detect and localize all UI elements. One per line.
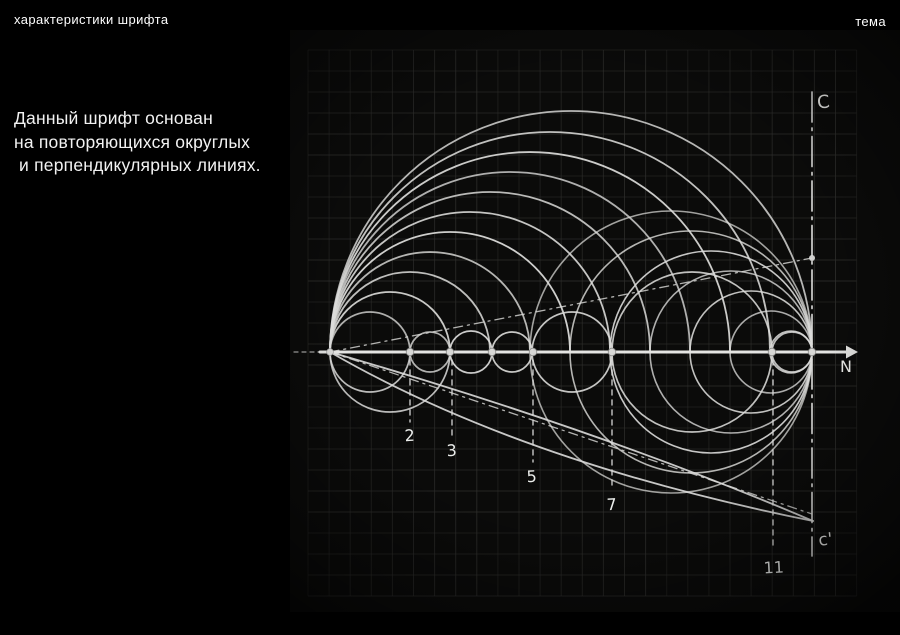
label-c-top: C: [816, 91, 831, 113]
marker-label-2: 2: [404, 426, 415, 446]
label-axis-n: N: [840, 357, 852, 376]
marker-label-7: 7: [606, 495, 617, 515]
description-line-2: на повторяющихся округлых: [14, 131, 251, 152]
marker-label-11: 11: [763, 557, 784, 577]
label-c-bottom: c': [817, 529, 833, 550]
header-left: характеристики шрифта: [14, 12, 169, 27]
geometric-construction-figure: 2 3 5 7 11 Cc' N: [293, 49, 858, 597]
header-right: тема: [855, 14, 886, 29]
envelope-sweeps: [329, 351, 814, 522]
marker-label-5: 5: [526, 467, 537, 487]
marker-label-3: 3: [446, 441, 457, 461]
description-line-1: Данный шрифт основан: [14, 108, 213, 128]
graph-paper-grid: [307, 49, 858, 597]
upper-semicircle-fan: [329, 110, 813, 353]
description-line-3: и перпендикулярных линиях.: [14, 155, 261, 175]
description-text: Данный шрифт основан на повторяющихся ок…: [14, 107, 261, 178]
